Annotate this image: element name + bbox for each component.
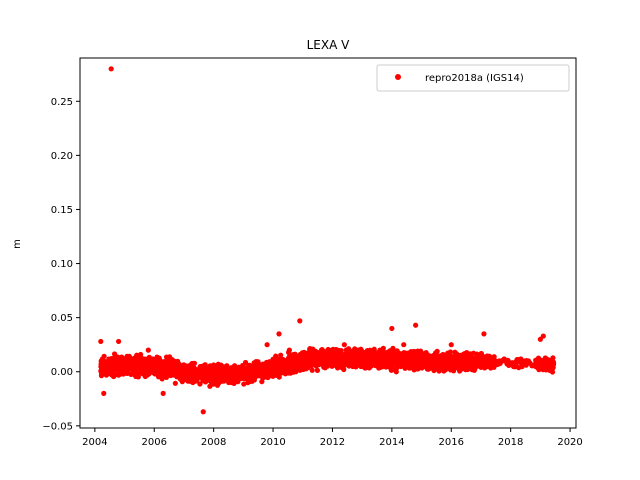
data-point <box>273 353 279 359</box>
data-point <box>242 359 249 366</box>
data-point <box>111 373 117 380</box>
data-point <box>200 409 206 415</box>
data-point <box>224 363 230 369</box>
data-point <box>286 347 292 353</box>
data-point <box>431 367 437 374</box>
data-point <box>278 352 284 358</box>
x-tick-label: 2010 <box>260 437 285 448</box>
data-point <box>108 66 114 72</box>
data-point <box>314 367 321 373</box>
data-point <box>98 338 104 345</box>
data-point <box>101 353 107 359</box>
data-point <box>101 390 107 396</box>
data-point <box>353 358 359 364</box>
data-point <box>371 346 377 352</box>
data-point <box>208 369 214 375</box>
data-point <box>540 333 546 339</box>
data-point <box>413 322 419 328</box>
data-point <box>551 360 557 366</box>
plot-frame <box>79 57 577 429</box>
x-tick-label: 2016 <box>439 437 464 448</box>
x-axis-ticks: 2004 2006 2008 2010 2012 2014 2016 2018 2020 <box>82 428 583 448</box>
data-point <box>365 352 371 359</box>
chart-title: LEXA V <box>307 38 351 52</box>
y-tick-label: 0.05 <box>51 313 73 324</box>
data-point <box>401 342 407 348</box>
legend: repro2018a (IGS14) <box>376 64 570 92</box>
data-point <box>377 347 383 353</box>
data-points <box>98 66 557 415</box>
data-point <box>145 347 151 353</box>
data-point <box>493 358 499 364</box>
data-point <box>264 342 270 348</box>
x-tick-label: 2014 <box>379 437 404 448</box>
x-tick-label: 2006 <box>142 437 167 448</box>
y-tick-label: −0.05 <box>42 421 73 432</box>
legend-marker <box>395 74 401 80</box>
data-point <box>191 360 198 366</box>
data-point <box>306 358 312 364</box>
data-point <box>241 381 247 387</box>
y-axis-ticks: −0.05 0.00 0.05 0.10 0.15 0.20 0.25 <box>42 97 80 432</box>
data-point <box>172 380 178 386</box>
data-point <box>309 367 315 373</box>
x-tick-label: 2020 <box>557 437 582 448</box>
data-point <box>341 342 347 348</box>
data-point <box>138 351 144 358</box>
legend-label: repro2018a (IGS14) <box>425 73 524 84</box>
data-point <box>481 331 487 337</box>
data-point <box>329 347 336 353</box>
data-point <box>293 369 299 375</box>
y-tick-label: 0.25 <box>51 97 73 108</box>
data-point <box>190 379 196 386</box>
data-point <box>546 358 552 364</box>
data-point <box>240 363 246 369</box>
data-point <box>424 352 431 359</box>
data-point <box>393 369 399 375</box>
data-point <box>276 374 282 380</box>
data-point <box>491 354 497 360</box>
y-tick-label: 0.15 <box>51 205 73 216</box>
data-point <box>116 338 122 345</box>
data-point <box>549 369 556 375</box>
data-point <box>436 358 442 364</box>
data-point <box>434 348 440 355</box>
data-point <box>252 369 258 375</box>
y-tick-label: 0.00 <box>51 367 73 378</box>
data-point <box>276 331 282 337</box>
data-point <box>228 379 235 386</box>
y-axis-label: m <box>12 239 23 249</box>
data-point <box>394 365 400 371</box>
data-point <box>172 369 178 375</box>
data-point <box>472 363 478 369</box>
data-point <box>513 363 520 369</box>
data-point <box>219 369 226 375</box>
legend-box <box>376 64 570 92</box>
data-point <box>448 342 454 348</box>
y-tick-label: 0.10 <box>51 259 73 270</box>
x-tick-label: 2004 <box>82 437 107 448</box>
data-point <box>389 325 395 332</box>
data-point <box>197 381 203 387</box>
x-tick-label: 2008 <box>201 437 226 448</box>
data-point <box>460 358 466 364</box>
data-point <box>447 349 454 355</box>
data-point <box>136 363 143 369</box>
x-tick-label: 2018 <box>498 437 523 448</box>
data-point <box>235 379 241 385</box>
data-point <box>525 358 532 364</box>
data-point <box>550 355 556 361</box>
data-point <box>159 376 165 382</box>
data-point <box>297 318 303 324</box>
y-tick-label: 0.20 <box>51 151 73 162</box>
data-point <box>121 358 128 364</box>
data-point <box>341 366 347 373</box>
x-tick-label: 2012 <box>320 437 345 448</box>
data-point <box>317 352 324 359</box>
data-point <box>135 374 141 380</box>
data-point <box>160 390 166 396</box>
data-point <box>181 364 187 371</box>
